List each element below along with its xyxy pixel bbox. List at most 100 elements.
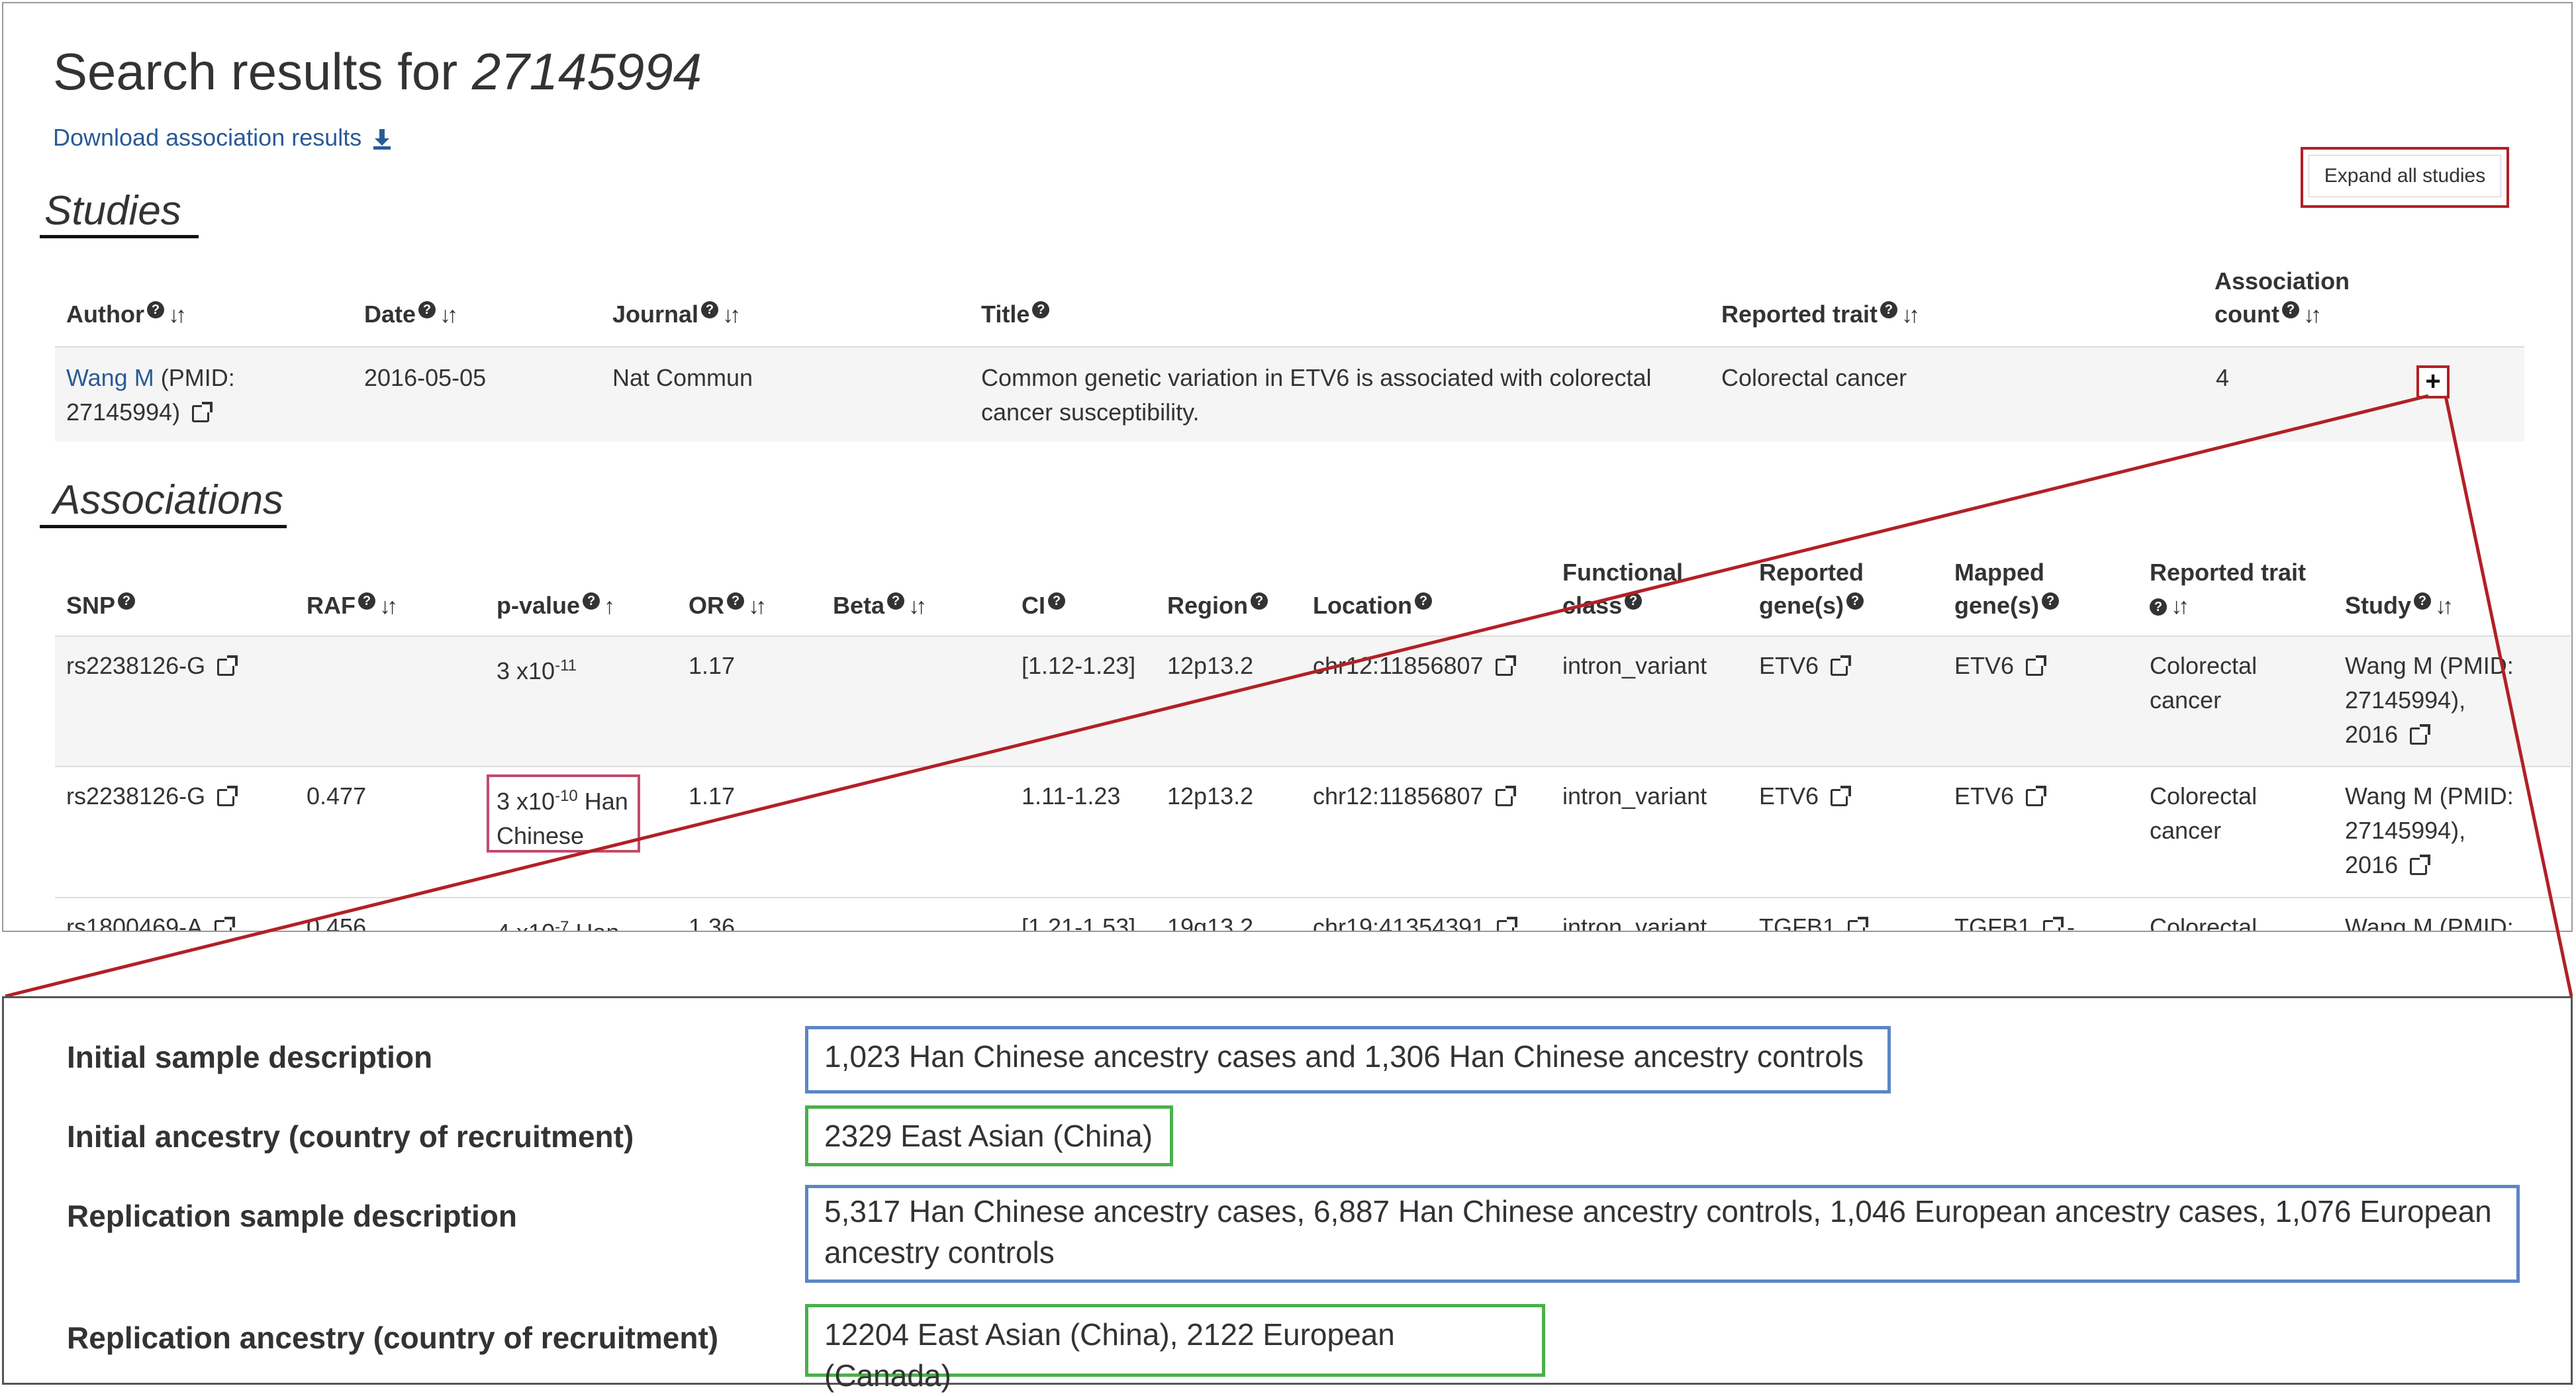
col-func-line2: class	[1562, 592, 1623, 619]
replication-ancestry-value: 12204 East Asian (China), 2122 European …	[805, 1304, 1545, 1393]
snp-label: rs2238126-G	[66, 652, 206, 679]
study-line1: Wang M (PMID:	[2345, 652, 2514, 679]
help-icon[interactable]: ?	[887, 592, 905, 610]
pvalue-cell: 4 x10-7 Han	[497, 910, 619, 931]
help-icon[interactable]: ?	[2281, 301, 2299, 318]
mapped-gene-label: ETV6	[1954, 652, 2015, 679]
reported-gene-link[interactable]: ETV6	[1759, 649, 1852, 683]
external-link-icon[interactable]	[2026, 786, 2047, 807]
help-icon[interactable]: ?	[1048, 592, 1065, 610]
external-link-icon[interactable]	[192, 402, 213, 423]
col-region: Region?	[1167, 589, 1268, 622]
trait-link[interactable]: Colorectal cancer	[2150, 649, 2257, 718]
external-link-icon[interactable]	[2043, 917, 2064, 931]
study-author-cell: Wang M (PMID: 27145994)	[66, 361, 235, 430]
external-link-icon[interactable]	[2410, 724, 2431, 745]
reported-gene-label: ETV6	[1759, 782, 1819, 810]
mapped-gene-link[interactable]: ETV6	[1954, 779, 2047, 814]
external-link-icon[interactable]	[1495, 786, 1516, 807]
col-title: Title?	[981, 298, 1050, 331]
study-title: Common genetic variation in ETV6 is asso…	[981, 361, 1651, 430]
help-icon[interactable]: ?	[1880, 301, 1898, 318]
ci-value: 1.11-1.23	[1022, 782, 1121, 810]
reported-gene-link[interactable]: TGFB1	[1759, 910, 1869, 931]
col-pvalue-label: p-value	[497, 592, 581, 619]
col-beta-label: Beta	[833, 592, 885, 619]
reported-gene-link[interactable]: ETV6	[1759, 779, 1852, 814]
snp-link[interactable]: rs2238126-G	[66, 779, 238, 814]
help-icon[interactable]: ?	[1846, 592, 1864, 610]
col-study[interactable]: Study? ↓↑	[2345, 589, 2454, 623]
col-assoc-reported-trait[interactable]: Reported trait ? ↓↑	[2150, 556, 2306, 623]
pvalue-exp: -11	[555, 657, 577, 675]
study-link[interactable]: Wang M (PMID:	[2345, 910, 2514, 931]
divider	[55, 766, 2571, 767]
external-link-icon[interactable]	[1495, 655, 1516, 676]
col-region-label: Region	[1167, 592, 1248, 619]
trait-link[interactable]: Colorectal	[2150, 910, 2258, 932]
region-link[interactable]: 19q13.2	[1167, 913, 1254, 932]
location-cell: chr19:41354391	[1313, 910, 1518, 931]
region-link[interactable]: 12p13.2	[1167, 652, 1254, 679]
download-association-results-link[interactable]: Download association results	[53, 124, 392, 152]
help-icon[interactable]: ?	[727, 592, 744, 610]
study-link[interactable]: Wang M (PMID: 27145994), 2016	[2345, 649, 2514, 752]
study-details-panel: Initial sample description 1,023 Han Chi…	[2, 996, 2573, 1393]
external-link-icon[interactable]	[2410, 855, 2431, 876]
download-icon	[372, 128, 392, 150]
help-icon[interactable]: ?	[1032, 301, 1050, 318]
trait-line1: Colorectal	[2150, 782, 2258, 810]
snp-link[interactable]: rs2238126-G	[66, 649, 238, 683]
help-icon[interactable]: ?	[418, 301, 436, 318]
col-beta[interactable]: Beta? ↓↑	[833, 589, 927, 623]
author-pmid-a: (PMID:	[160, 364, 235, 391]
author-link[interactable]: Wang M	[66, 364, 154, 391]
help-icon[interactable]: ?	[701, 301, 719, 318]
external-link-icon[interactable]	[215, 917, 236, 931]
reported-gene-label: ETV6	[1759, 652, 1819, 679]
help-icon[interactable]: ?	[146, 301, 164, 318]
expand-plus-icon[interactable]: +	[2416, 365, 2450, 398]
snp-link[interactable]: rs1800469-A	[66, 910, 236, 931]
trait-link[interactable]: Colorectal cancer	[2150, 779, 2257, 848]
help-icon[interactable]: ?	[358, 592, 375, 610]
help-icon[interactable]: ?	[583, 592, 600, 610]
divider	[55, 346, 2524, 348]
col-association-count[interactable]: Association count? ↓↑	[2215, 265, 2350, 332]
replication-sample-line1: 5,317 Han Chinese ancestry cases, 6,887 …	[824, 1194, 2492, 1229]
col-author[interactable]: Author? ↓↑	[66, 298, 187, 332]
trait-line2: cancer	[2150, 686, 2222, 714]
help-icon[interactable]: ?	[2042, 592, 2060, 610]
divider	[55, 635, 2571, 637]
assoc-row-bg	[55, 637, 2571, 766]
external-link-icon[interactable]	[2026, 655, 2047, 676]
external-link-icon[interactable]	[1848, 917, 1869, 931]
title-prefix: Search results for	[53, 42, 458, 101]
pvalue-note-line2: Chinese	[497, 822, 585, 849]
or-value: 1.17	[689, 652, 736, 679]
external-link-icon[interactable]	[1831, 786, 1852, 807]
col-pvalue[interactable]: p-value? ↑	[497, 589, 615, 623]
initial-ancestry-label: Initial ancestry (country of recruitment…	[67, 1119, 634, 1154]
external-link-icon[interactable]	[217, 655, 238, 676]
help-icon[interactable]: ?	[118, 592, 136, 610]
external-link-icon[interactable]	[1831, 655, 1852, 676]
expand-all-studies-button[interactable]: Expand all studies	[2301, 147, 2509, 208]
col-raf[interactable]: RAF? ↓↑	[307, 589, 398, 623]
external-link-icon[interactable]	[217, 786, 238, 807]
study-trait-link[interactable]: Colorectal cancer	[1721, 364, 1907, 391]
trait-line1: Colorectal	[2150, 913, 2258, 932]
col-title-label: Title	[981, 301, 1030, 328]
mapped-gene-link[interactable]: ETV6	[1954, 649, 2047, 683]
help-icon[interactable]: ?	[1415, 592, 1432, 610]
col-rep-line1: Reported	[1759, 559, 1864, 586]
study-link[interactable]: Wang M (PMID: 27145994), 2016	[2345, 779, 2514, 882]
help-icon[interactable]: ?	[2150, 598, 2167, 616]
raf-value: 0.477	[307, 782, 367, 810]
help-icon[interactable]: ?	[2414, 592, 2432, 610]
mapped-gene-link[interactable]: TGFB1 -	[1954, 910, 2075, 931]
region-link[interactable]: 12p13.2	[1167, 782, 1254, 810]
external-link-icon[interactable]	[1497, 917, 1518, 931]
help-icon[interactable]: ?	[1251, 592, 1268, 610]
col-date[interactable]: Date? ↓↑	[364, 298, 458, 332]
